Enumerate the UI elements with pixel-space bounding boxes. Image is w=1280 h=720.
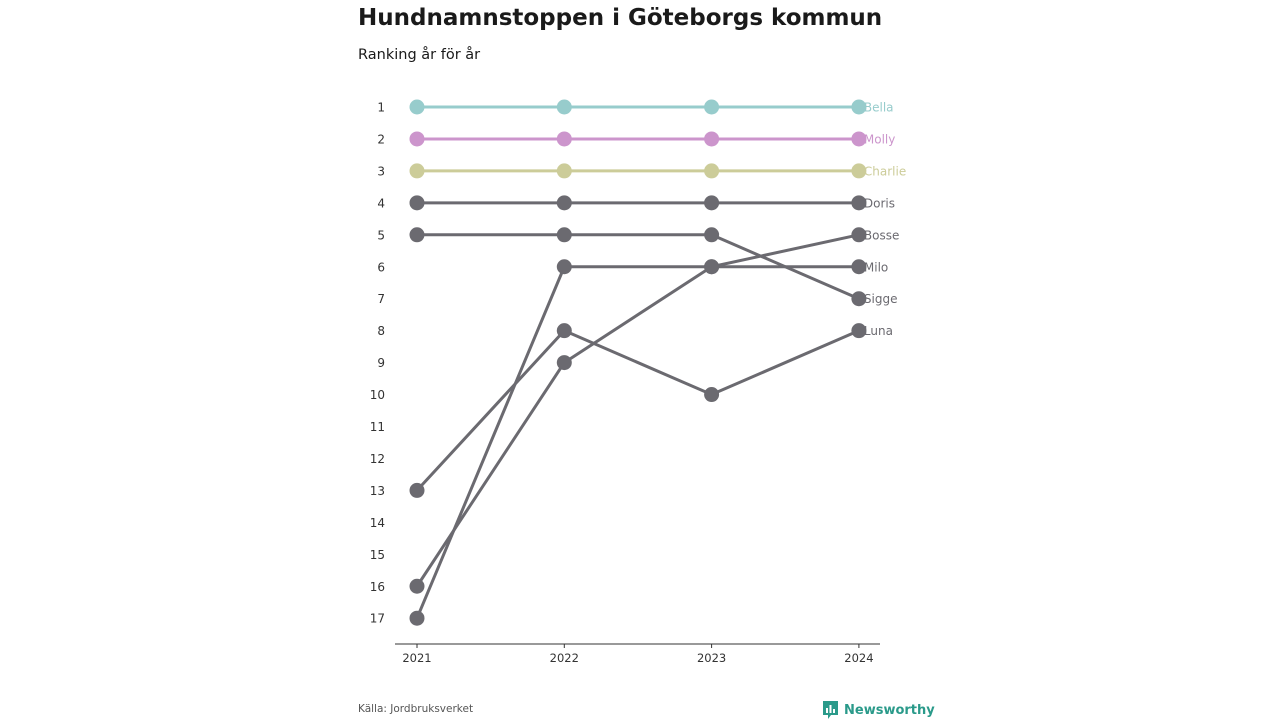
data-point-bella	[409, 99, 425, 115]
brand-name: Newsworthy	[844, 702, 935, 718]
data-point-doris	[704, 195, 720, 211]
x-tick-label: 2022	[550, 651, 579, 665]
x-tick-label: 2021	[402, 651, 431, 665]
series-line-bosse	[415, 233, 860, 588]
y-tick-label: 17	[370, 612, 385, 626]
y-tick-label: 13	[370, 484, 385, 498]
data-point-sigge	[409, 227, 425, 243]
brand-logo[interactable]: Newsworthy	[822, 700, 935, 720]
y-tick-label: 9	[377, 356, 385, 370]
data-point-charlie	[704, 163, 720, 179]
series-label-milo: Milo	[864, 260, 888, 274]
y-tick-label: 4	[377, 196, 385, 210]
series-label-bella: Bella	[864, 101, 894, 115]
data-point-charlie	[851, 163, 867, 179]
series-line-luna	[415, 329, 860, 492]
data-point-luna	[409, 482, 425, 498]
series-line-sigge	[417, 233, 860, 301]
data-point-luna	[556, 323, 572, 339]
y-tick-label: 5	[377, 228, 385, 242]
data-point-milo	[851, 259, 867, 275]
data-point-bosse	[851, 227, 867, 243]
brand-icon	[823, 701, 838, 719]
y-tick-label: 7	[377, 292, 385, 306]
series-label-doris: Doris	[864, 196, 895, 210]
y-tick-label: 10	[370, 388, 385, 402]
data-point-charlie	[409, 163, 425, 179]
y-tick-label: 8	[377, 324, 385, 338]
data-point-doris	[556, 195, 572, 211]
series-label-molly: Molly	[864, 132, 895, 146]
data-point-sigge	[704, 227, 720, 243]
y-tick-label: 6	[377, 260, 385, 274]
y-tick-label: 16	[370, 580, 385, 594]
series-label-luna: Luna	[864, 324, 893, 338]
data-point-charlie	[556, 163, 572, 179]
y-tick-label: 14	[370, 516, 385, 530]
data-point-milo	[704, 259, 720, 275]
data-point-doris	[851, 195, 867, 211]
data-point-milo	[409, 610, 425, 626]
x-tick-label: 2024	[844, 651, 873, 665]
y-tick-label: 12	[370, 452, 385, 466]
chart-subtitle: Ranking år för år	[358, 47, 481, 63]
data-point-bosse	[556, 355, 572, 371]
y-tick-label: 2	[377, 132, 385, 146]
series-line-milo	[415, 265, 859, 619]
series-label-sigge: Sigge	[864, 292, 898, 306]
y-tick-label: 15	[370, 548, 385, 562]
data-point-sigge	[556, 227, 572, 243]
y-tick-label: 3	[377, 164, 385, 178]
x-tick-label: 2023	[697, 651, 726, 665]
data-point-molly	[704, 131, 720, 147]
data-point-molly	[409, 131, 425, 147]
y-tick-label: 11	[370, 420, 385, 434]
data-point-sigge	[851, 291, 867, 307]
series-label-bosse: Bosse	[864, 228, 899, 242]
data-point-bella	[556, 99, 572, 115]
data-point-luna	[851, 323, 867, 339]
data-point-bella	[851, 99, 867, 115]
data-point-milo	[556, 259, 572, 275]
data-point-molly	[851, 131, 867, 147]
y-tick-label: 1	[377, 101, 385, 115]
data-point-molly	[556, 131, 572, 147]
chart-title: Hundnamnstoppen i Göteborgs kommun	[358, 5, 883, 31]
source-note: Källa: Jordbruksverket	[358, 703, 474, 715]
data-point-doris	[409, 195, 425, 211]
data-point-bella	[704, 99, 720, 115]
data-point-bosse	[409, 578, 425, 594]
series-label-charlie: Charlie	[864, 164, 906, 178]
data-point-luna	[704, 387, 720, 403]
